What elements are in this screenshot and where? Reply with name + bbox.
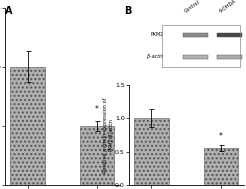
- Text: *: *: [95, 105, 99, 114]
- Bar: [162, 25, 240, 67]
- Bar: [183, 33, 208, 37]
- Y-axis label: Relative protein expression of
PKM2/β-actin: Relative protein expression of PKM2/β-ac…: [103, 97, 113, 173]
- Bar: [134, 118, 169, 185]
- Text: β-actin: β-actin: [147, 54, 163, 59]
- Text: PKM2: PKM2: [150, 32, 163, 37]
- Bar: [217, 55, 242, 59]
- Text: Control: Control: [184, 0, 201, 14]
- Text: B: B: [124, 6, 132, 16]
- Bar: [217, 33, 242, 37]
- Bar: [183, 55, 208, 59]
- Bar: [80, 126, 114, 185]
- Bar: [217, 33, 242, 37]
- Bar: [203, 148, 238, 185]
- Bar: [183, 55, 208, 59]
- Text: *: *: [219, 132, 223, 141]
- Text: 6-OHDA: 6-OHDA: [218, 0, 237, 14]
- Bar: [10, 67, 45, 185]
- Text: A: A: [5, 6, 12, 16]
- Bar: [217, 55, 242, 59]
- Bar: [183, 33, 208, 37]
